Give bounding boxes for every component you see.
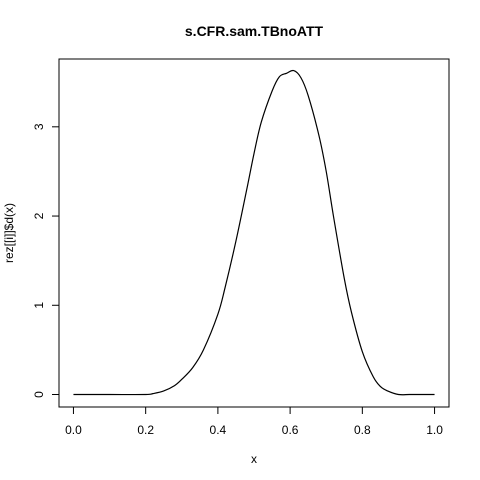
x-axis: 0.0 0.2 0.4 0.6 0.8 1.0: [65, 406, 443, 437]
y-axis: 0 1 2 3: [32, 123, 60, 398]
chart-title: s.CFR.sam.TBnoATT: [185, 23, 324, 39]
x-tick-label: 0.2: [137, 423, 154, 437]
series-layer: [73, 69, 435, 396]
plot-frame: [58, 58, 450, 408]
y-tick-label: 3: [32, 123, 46, 130]
x-tick-label: 0.6: [282, 423, 299, 437]
x-axis-label: x: [251, 452, 257, 466]
y-tick-label: 0: [32, 391, 46, 398]
y-tick-label: 2: [32, 212, 46, 219]
x-tick-label: 0.4: [210, 423, 227, 437]
x-tick-label: 0.8: [354, 423, 371, 437]
y-axis-label: rez[[i]]$d(x): [2, 203, 16, 263]
density-line: [73, 69, 435, 396]
x-tick-label: 0.0: [65, 423, 82, 437]
x-tick-label: 1.0: [426, 423, 443, 437]
y-tick-label: 1: [32, 302, 46, 309]
